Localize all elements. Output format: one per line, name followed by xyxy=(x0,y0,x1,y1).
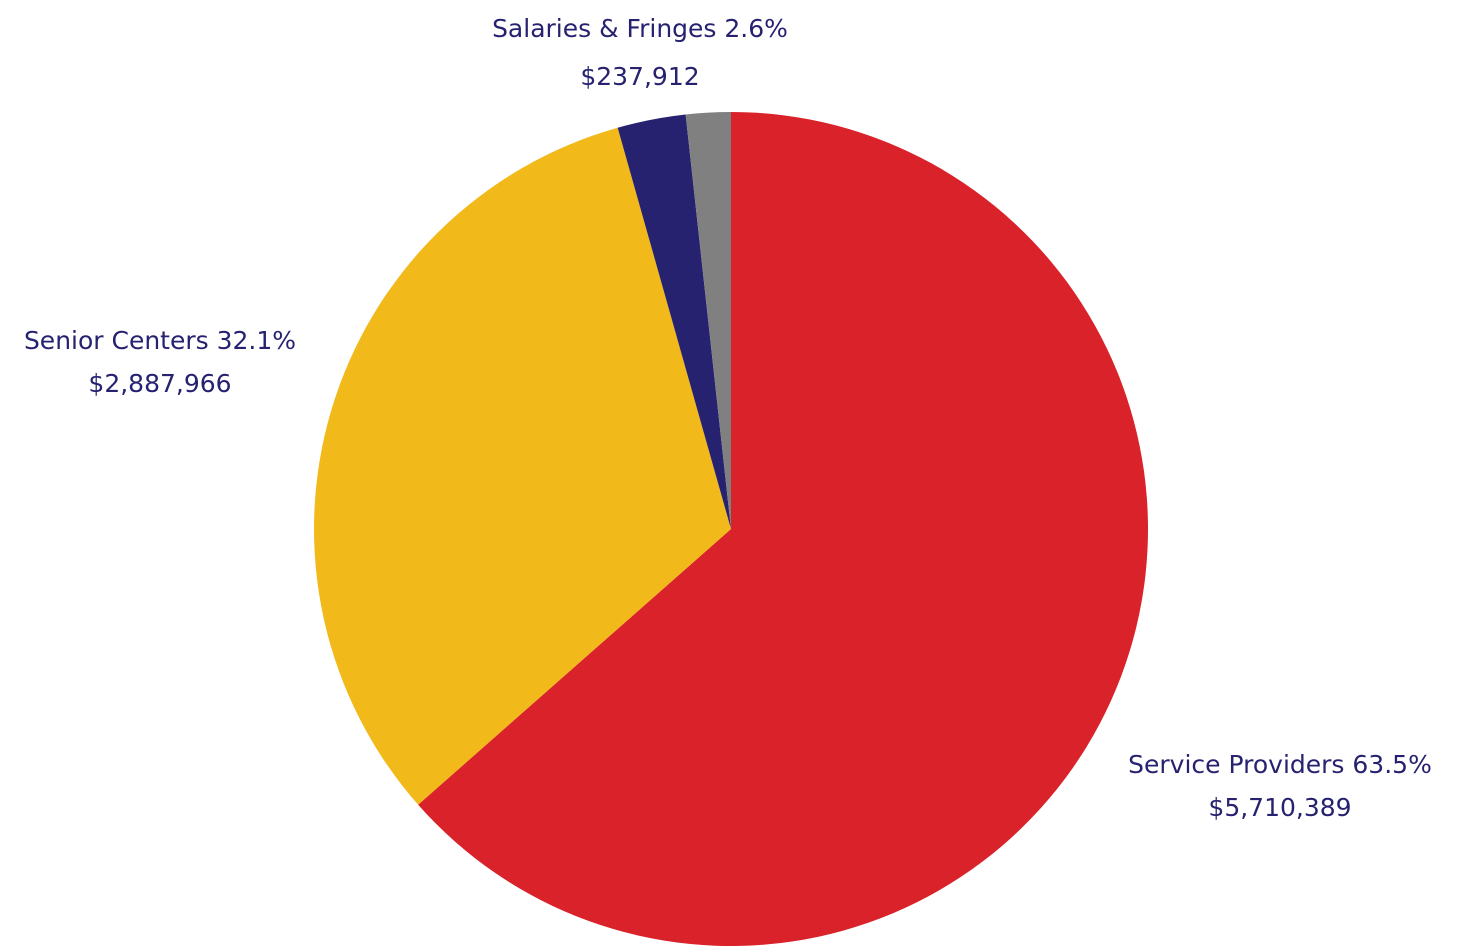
pie-slice xyxy=(314,127,731,805)
percent-label: 32.1% xyxy=(217,326,296,355)
pie-slice xyxy=(617,114,731,529)
percent-label: 2.6% xyxy=(724,14,788,43)
value-label: $5,710,389 xyxy=(1208,793,1351,822)
value-label: $237,912 xyxy=(580,62,699,91)
category-name: Salaries & Fringes xyxy=(492,14,716,43)
value-label: $2,887,966 xyxy=(88,369,231,398)
pie-slice xyxy=(418,112,1148,946)
slice-label: Salaries & Fringes 2.6% xyxy=(492,14,788,43)
category-name: Service Providers xyxy=(1128,750,1344,779)
percent-label: 63.5% xyxy=(1352,750,1431,779)
category-name: Senior Centers xyxy=(24,326,209,355)
slice-label: Senior Centers 32.1% xyxy=(24,326,296,355)
pie-slice xyxy=(685,112,731,529)
slice-label: Service Providers 63.5% xyxy=(1128,750,1432,779)
